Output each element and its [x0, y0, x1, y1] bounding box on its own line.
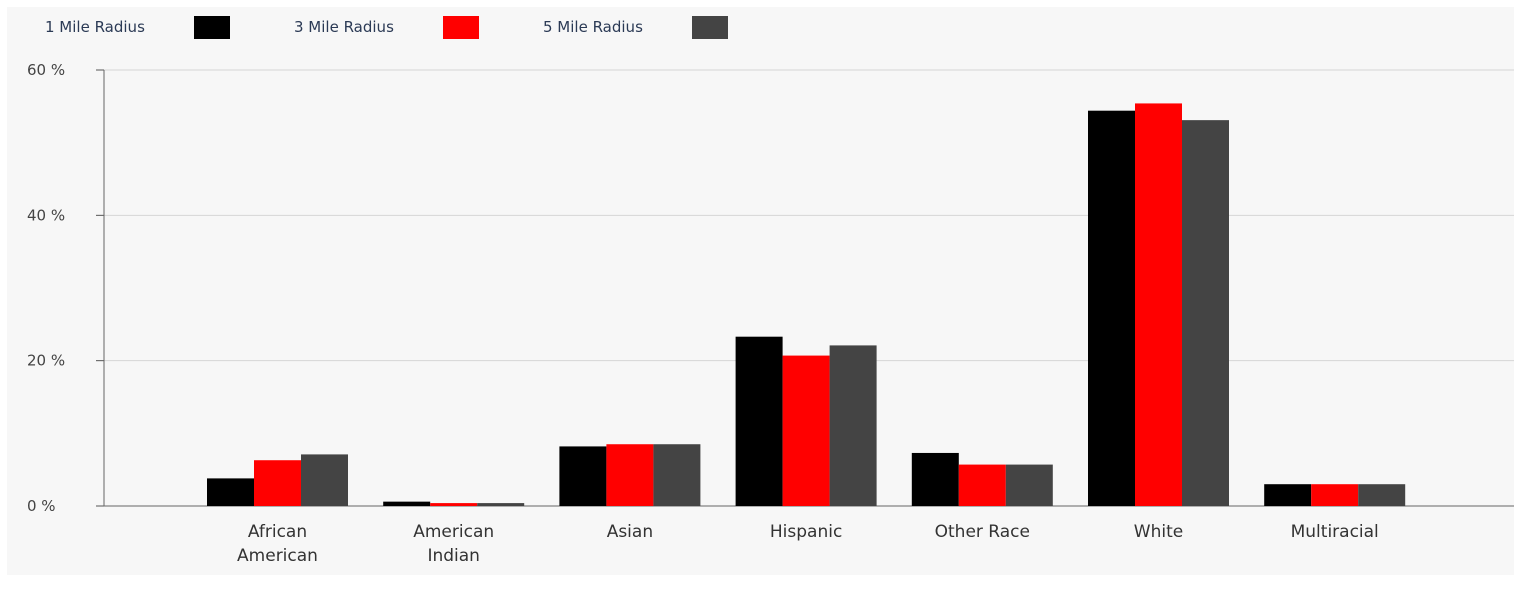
legend-label: 5 Mile Radius [543, 18, 643, 36]
y-tick-label: 60 % [27, 61, 65, 79]
chart-panel: 0 % 20 % 40 % 60 % African American American In… [7, 7, 1514, 575]
bar [383, 501, 431, 506]
bar [606, 444, 654, 506]
bar-chart: 0 % 20 % 40 % 60 % African American American In… [27, 16, 1514, 566]
bar [653, 444, 701, 506]
bar [829, 345, 877, 506]
x-tick-label: Hispanic [770, 522, 842, 542]
y-tick-label: 0 % [27, 497, 56, 515]
bar [1264, 484, 1312, 506]
bar [207, 478, 254, 506]
bar [1005, 464, 1053, 506]
x-tick-label: White [1134, 522, 1183, 542]
bar [254, 460, 301, 506]
bar [477, 503, 525, 506]
bar [430, 503, 478, 506]
y-tick-label: 20 % [27, 352, 65, 370]
legend-swatch [692, 16, 728, 39]
bar [1311, 484, 1359, 506]
x-tick-label: Indian [427, 546, 480, 566]
x-tick-label: American [413, 522, 494, 542]
bar [958, 464, 1006, 506]
x-tick-label: Other Race [935, 522, 1030, 542]
x-tick-label: African [248, 522, 307, 542]
bar [1135, 103, 1182, 506]
bar [1182, 120, 1229, 506]
bar [1088, 110, 1135, 507]
bar [1358, 484, 1406, 506]
bar [301, 454, 348, 506]
legend-label: 1 Mile Radius [45, 18, 145, 36]
x-tick-label: Asian [607, 522, 653, 542]
y-tick-label: 40 % [27, 206, 65, 224]
x-tick-label: American [237, 546, 318, 566]
bar [782, 355, 830, 506]
bar [559, 446, 607, 506]
legend-swatch [443, 16, 479, 39]
legend-swatch [194, 16, 230, 39]
bar [911, 452, 959, 506]
x-tick-label: Multiracial [1291, 522, 1379, 542]
legend-label: 3 Mile Radius [294, 18, 394, 36]
bar [735, 336, 783, 506]
